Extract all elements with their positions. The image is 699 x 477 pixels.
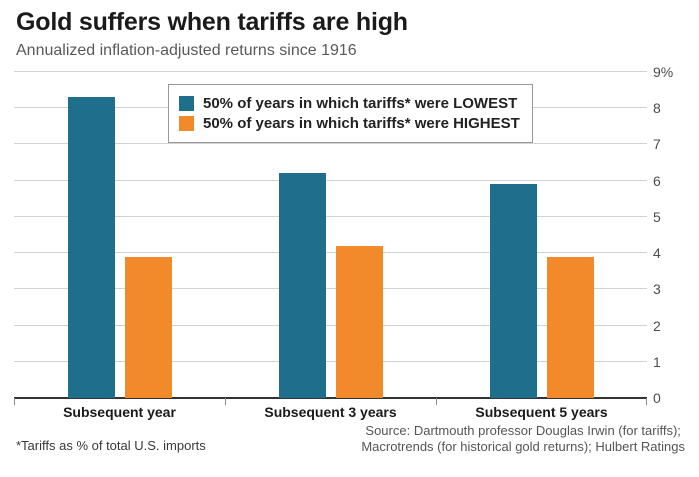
y-tick-label: 3: [653, 281, 661, 298]
x-axis-baseline: [14, 397, 647, 399]
legend-item-lowest: 50% of years in which tariffs* were LOWE…: [179, 95, 520, 112]
bar: [124, 256, 172, 398]
category-label: Subsequent 5 years: [475, 404, 608, 420]
x-axis-labels: Subsequent year Subsequent 3 years Subsequ…: [14, 404, 647, 420]
gridline: [14, 252, 647, 254]
y-tick-label: 7: [653, 136, 661, 153]
gridline: [14, 179, 647, 181]
chart-title: Gold suffers when tariffs are high: [16, 8, 408, 36]
plot-area: [14, 71, 647, 405]
bar: [335, 245, 383, 398]
legend-label-highest: 50% of years in which tariffs* were HIGH…: [203, 115, 520, 132]
y-axis-labels: 0 1 2 3 4 5 6 7 8 9%: [653, 64, 697, 406]
source-credit: Source: Dartmouth professor Douglas Irwi…: [361, 423, 685, 455]
gridline: [14, 143, 647, 145]
y-tick-label: 4: [653, 245, 661, 262]
footnote: *Tariffs as % of total U.S. imports: [16, 438, 206, 453]
source-line-2: Macrotrends (for historical gold returns…: [361, 439, 685, 454]
bar: [546, 256, 594, 398]
legend-item-highest: 50% of years in which tariffs* were HIGH…: [179, 115, 520, 132]
axis-tick: [646, 398, 647, 405]
bar: [489, 184, 537, 398]
chart-subtitle: Annualized inflation-adjusted returns si…: [16, 42, 357, 59]
axis-tick: [225, 398, 226, 405]
bar: [278, 173, 326, 398]
y-tick-label: 0: [653, 390, 661, 406]
axis-tick: [14, 398, 15, 405]
bar: [67, 97, 115, 398]
legend: 50% of years in which tariffs* were LOWE…: [168, 84, 533, 143]
y-tick-label: 1: [653, 353, 661, 370]
category-label: Subsequent year: [63, 404, 176, 420]
legend-swatch-lowest: [179, 96, 194, 111]
category-label: Subsequent 3 years: [264, 404, 397, 420]
gridline: [14, 360, 647, 362]
y-tick-label: 6: [653, 172, 661, 189]
gridline: [14, 324, 647, 326]
y-tick-label: 5: [653, 208, 661, 225]
y-tick-label: 8: [653, 100, 661, 117]
gridline: [14, 215, 647, 217]
source-line-1: Source: Dartmouth professor Douglas Irwi…: [365, 423, 681, 438]
y-tick-label: 2: [653, 317, 661, 334]
gridline: [14, 288, 647, 290]
legend-label-lowest: 50% of years in which tariffs* were LOWE…: [203, 95, 518, 112]
y-tick-label: 9%: [653, 64, 674, 80]
legend-swatch-highest: [179, 116, 194, 131]
gridline: [14, 71, 647, 72]
axis-tick: [436, 398, 437, 405]
